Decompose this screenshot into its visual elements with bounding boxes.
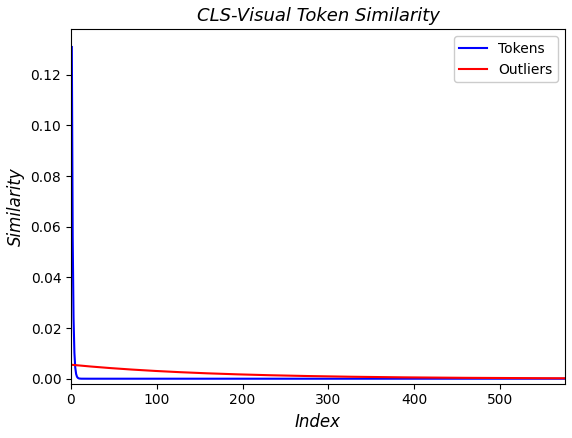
Outliers [533,375,540,381]
Outliers [241,372,248,377]
Outliers [562,376,569,381]
Tokens [401,376,408,381]
Outliers [69,362,76,367]
Tokens [499,376,506,381]
Line: Outliers: Outliers [72,365,565,378]
Outliers [401,375,408,380]
Title: CLS-Visual Token Similarity: CLS-Visual Token Similarity [197,7,439,25]
Tokens [562,376,569,381]
X-axis label: Index: Index [295,413,341,431]
Tokens [365,376,372,381]
Line: Tokens: Tokens [72,47,565,379]
Tokens [69,44,76,49]
Tokens [71,350,78,356]
Tokens [241,376,248,381]
Outliers [71,362,78,367]
Outliers [365,374,372,380]
Outliers [499,375,506,381]
Legend: Tokens, Outliers: Tokens, Outliers [454,36,558,82]
Tokens [533,376,540,381]
Y-axis label: Similarity: Similarity [7,167,25,246]
